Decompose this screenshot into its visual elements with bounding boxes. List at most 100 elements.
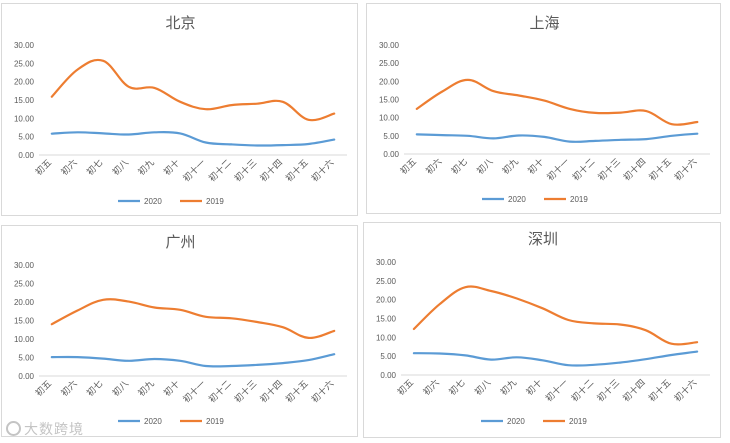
y-tick-label: 15.00 <box>376 315 397 324</box>
y-tick-label: 20.00 <box>14 78 35 87</box>
x-tick-label: 初十一 <box>180 157 208 185</box>
x-tick-label: 初十四 <box>257 157 285 185</box>
series-line-2020 <box>50 353 336 368</box>
chart-title: 深圳 <box>528 230 558 248</box>
legend-label-2020: 2020 <box>144 417 162 426</box>
x-tick-label: 初十三 <box>232 157 260 185</box>
x-tick-label: 初十五 <box>283 378 311 406</box>
x-tick-label: 初十 <box>524 377 545 398</box>
legend-label-2019: 2019 <box>206 417 224 426</box>
x-tick-label: 初十六 <box>309 157 337 185</box>
x-tick-label: 初六 <box>421 377 442 398</box>
y-tick-label: 30.00 <box>379 41 400 50</box>
x-tick-label: 初八 <box>474 156 495 177</box>
x-tick-label: 初九 <box>135 378 156 399</box>
x-tick-label: 初十三 <box>594 377 622 405</box>
legend-label-2020: 2020 <box>507 417 525 426</box>
line-chart-shenzhen: 深圳0.005.0010.0015.0020.0025.0030.00初五 初六初… <box>376 230 710 426</box>
y-tick-label: 20.00 <box>14 298 35 307</box>
line-chart-beijing: 北京0.005.0010.0015.0020.0025.0030.00初五 初六初… <box>14 14 347 206</box>
y-tick-label: 15.00 <box>379 96 400 105</box>
x-tick-label: 初十一 <box>180 378 208 406</box>
y-tick-label: 5.00 <box>380 352 396 361</box>
y-tick-label: 10.00 <box>379 114 400 123</box>
y-tick-label: 0.00 <box>18 151 34 160</box>
x-tick-label: 初十二 <box>569 377 597 405</box>
y-tick-label: 15.00 <box>14 317 35 326</box>
y-tick-label: 25.00 <box>379 59 400 68</box>
chart-panel-beijing: 北京 0.00 5.00 10.00 15.00 20.00 25.00 30.00 初五 初六初… <box>1 3 358 216</box>
x-tick-label: 初十五 <box>646 377 674 405</box>
x-tick-label: 初七 <box>449 156 470 177</box>
x-tick-label: 初十三 <box>595 156 623 184</box>
x-tick-label: 初十一 <box>543 377 571 405</box>
x-tick-label: 初八 <box>472 377 493 398</box>
chart-title: 北京 <box>165 14 195 32</box>
series-line-2020 <box>412 350 699 367</box>
x-tick-label: 初十五 <box>283 157 311 185</box>
legend-label-2019: 2019 <box>206 197 224 206</box>
chart-panel-shanghai: 上海 0.00 5.00 10.00 15.00 20.00 25.00 30.00 初五 初六初… <box>366 3 721 214</box>
chart-panel-guangzhou: 广州 0.00 5.00 10.00 15.00 20.00 25.00 30.00 初五 初六初… <box>1 225 358 437</box>
x-tick-label: 初十四 <box>257 378 285 406</box>
y-tick-label: 10.00 <box>14 335 35 344</box>
watermark: 大数跨境 <box>6 419 84 439</box>
y-tick-label: 5.00 <box>383 132 399 141</box>
y-tick-label: 10.00 <box>376 333 397 342</box>
y-tick-label: 5.00 <box>18 354 34 363</box>
x-tick-label: 初五 <box>395 377 416 398</box>
line-chart-shanghai: 上海0.005.0010.0015.0020.0025.0030.00初五 初六初… <box>379 14 710 204</box>
x-tick-label: 初十六 <box>672 377 700 405</box>
x-tick-label: 初九 <box>135 157 156 178</box>
watermark-logo-icon <box>6 421 21 436</box>
y-tick-label: 0.00 <box>383 150 399 159</box>
legend-label-2020: 2020 <box>144 197 162 206</box>
chart-title: 广州 <box>165 233 195 251</box>
y-tick-label: 10.00 <box>14 114 35 123</box>
y-tick-label: 0.00 <box>380 371 396 380</box>
x-tick-label: 初十二 <box>206 378 234 406</box>
x-tick-label: 初五 <box>33 157 54 178</box>
series-line-2019 <box>412 285 699 346</box>
x-tick-label: 初十一 <box>544 156 572 184</box>
x-tick-label: 初七 <box>84 157 105 178</box>
x-tick-label: 初七 <box>446 377 467 398</box>
legend-label-2019: 2019 <box>569 417 587 426</box>
watermark-text: 大数跨境 <box>24 422 84 438</box>
legend-label-2020: 2020 <box>508 195 526 204</box>
y-tick-label: 20.00 <box>379 77 400 86</box>
series-line-2019 <box>415 78 699 126</box>
x-tick-label: 初七 <box>84 378 105 399</box>
x-tick-label: 初六 <box>58 157 79 178</box>
x-tick-label: 初十三 <box>232 378 260 406</box>
y-tick-label: 15.00 <box>14 96 35 105</box>
series-line-2020 <box>415 132 699 143</box>
x-tick-label: 初十 <box>525 156 546 177</box>
x-tick-label: 初十 <box>161 378 182 399</box>
x-tick-label: 初十六 <box>672 156 700 184</box>
x-tick-label: 初十四 <box>621 156 649 184</box>
x-tick-label: 初十二 <box>206 157 234 185</box>
y-tick-label: 30.00 <box>14 41 35 50</box>
x-tick-label: 初五 <box>398 156 419 177</box>
y-tick-label: 30.00 <box>14 261 35 270</box>
series-line-2020 <box>50 130 336 147</box>
line-chart-guangzhou: 广州0.005.0010.0015.0020.0025.0030.00初五 初六初… <box>14 233 347 426</box>
x-tick-label: 初九 <box>500 156 521 177</box>
series-line-2019 <box>50 58 336 122</box>
y-tick-label: 25.00 <box>14 59 35 68</box>
x-tick-label: 初十四 <box>620 377 648 405</box>
x-tick-label: 初十六 <box>309 378 337 406</box>
y-tick-label: 25.00 <box>376 277 397 286</box>
y-tick-label: 5.00 <box>18 133 34 142</box>
x-tick-label: 初八 <box>110 378 131 399</box>
x-tick-label: 初九 <box>498 377 519 398</box>
x-tick-label: 初五 <box>33 378 54 399</box>
y-tick-label: 30.00 <box>376 258 397 267</box>
x-tick-label: 初十二 <box>570 156 598 184</box>
x-tick-label: 初六 <box>58 378 79 399</box>
series-line-2019 <box>50 298 336 340</box>
x-tick-label: 初十五 <box>646 156 674 184</box>
y-tick-label: 25.00 <box>14 280 35 289</box>
x-tick-label: 初八 <box>110 157 131 178</box>
